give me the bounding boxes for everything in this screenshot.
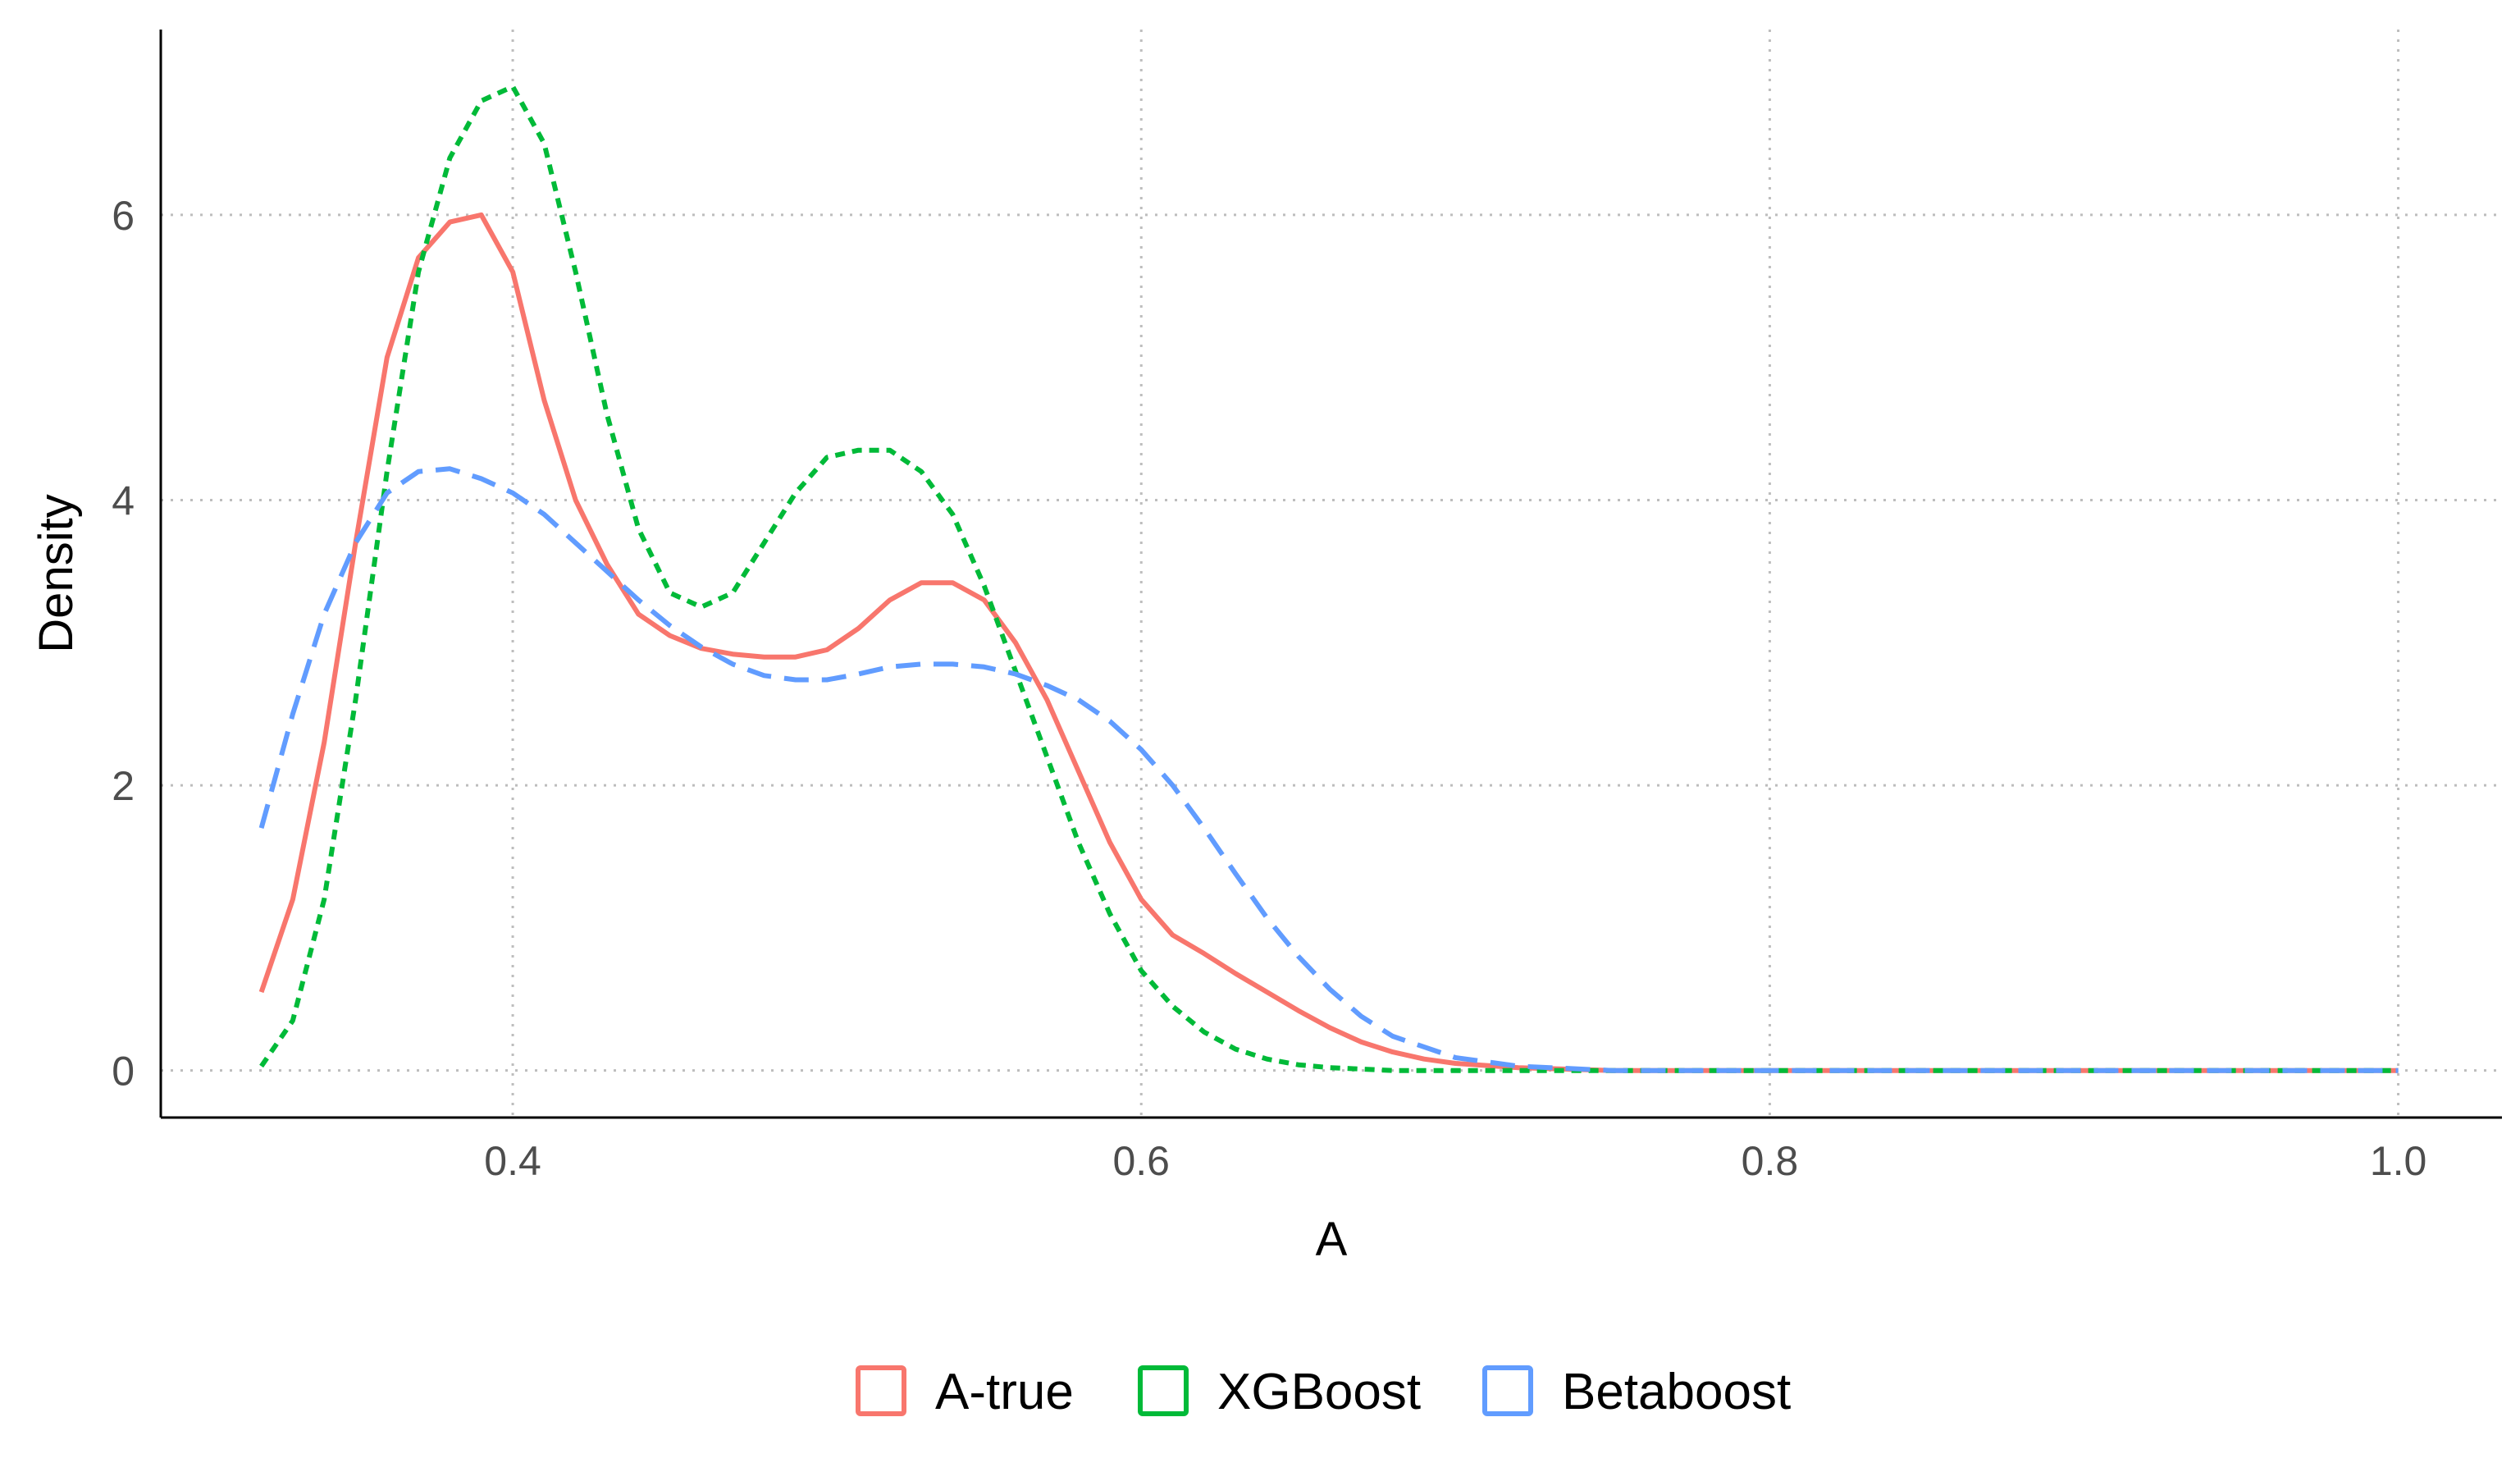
x-tick-label-0: 0.4: [484, 1138, 541, 1184]
legend-label-betaboost: Betaboost: [1562, 1364, 1791, 1420]
x-tick-label-1: 0.6: [1112, 1138, 1170, 1184]
series-line-a-true: [258, 212, 2399, 1073]
y-tick-label-3: 6: [112, 193, 135, 239]
y-axis-title: Density: [30, 494, 83, 652]
y-tick-label-0: 0: [112, 1049, 135, 1095]
x-axis-title: A: [1316, 1213, 1348, 1266]
legend-key-xgboost: [1138, 1365, 1189, 1416]
tick-labels: 0.4 0.6 0.8 1.0 0 2 4 6: [112, 193, 2426, 1184]
series-line-betaboost: [258, 466, 2399, 1073]
series-line-xgboost: [259, 84, 2399, 1073]
legend-label-xgboost: XGBoost: [1217, 1364, 1421, 1420]
x-tick-label-3: 1.0: [2370, 1138, 2427, 1184]
y-tick-label-2: 4: [112, 478, 135, 523]
x-tick-label-2: 0.8: [1742, 1138, 1799, 1184]
legend: A-true XGBoost Betaboost: [856, 1364, 1791, 1420]
series-lines: [258, 84, 2399, 1073]
legend-key-betaboost: [1482, 1365, 1533, 1416]
legend-key-a-true: [856, 1365, 906, 1416]
y-tick-label-1: 2: [112, 763, 135, 809]
legend-label-a-true: A-true: [935, 1364, 1074, 1420]
axes: [159, 30, 2502, 1119]
